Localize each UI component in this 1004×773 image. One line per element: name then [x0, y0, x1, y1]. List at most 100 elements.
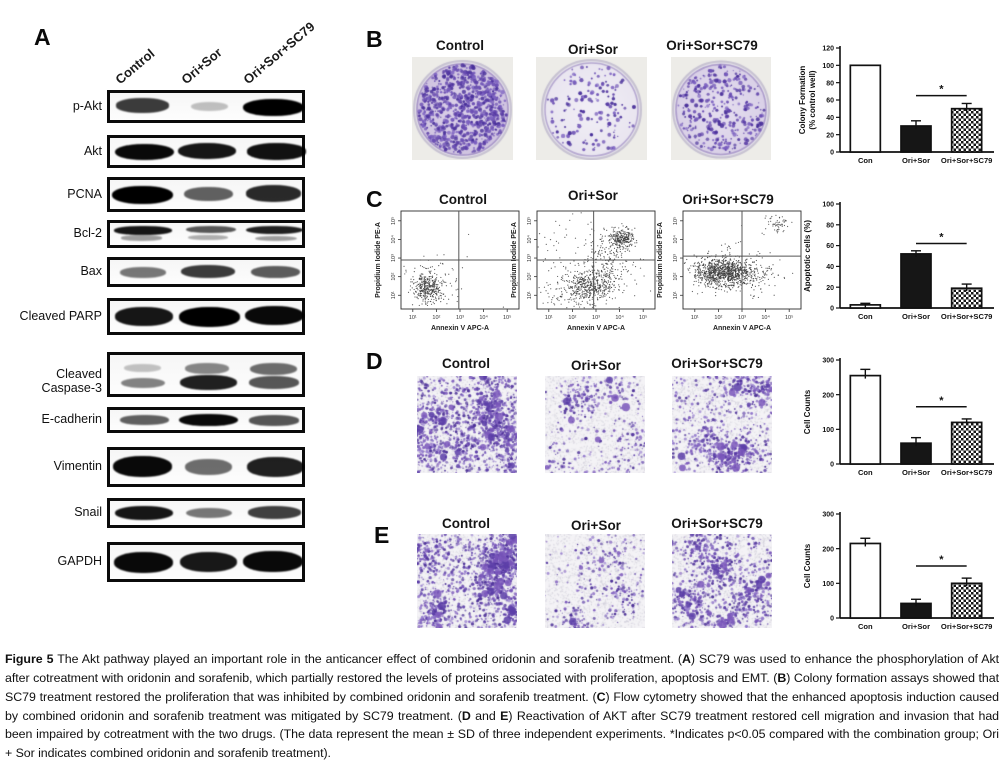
blot-band-box	[107, 177, 305, 212]
blot-band	[247, 457, 304, 478]
flow-y-axis-label: Propidium Iodide PE-A	[511, 222, 518, 298]
x-category-label: Con	[858, 622, 873, 631]
invasion-header-control: Control	[442, 516, 490, 531]
flow-y-tick: 10⁴	[390, 235, 397, 244]
y-tick-label: 300	[822, 512, 834, 519]
blot-band-box	[107, 542, 305, 582]
panel-d-label: D	[366, 348, 383, 374]
blot-band	[188, 234, 228, 240]
blot-band	[245, 225, 303, 234]
flow-x-tick: 10¹	[409, 315, 417, 321]
panel-b-label: B	[366, 26, 383, 52]
x-category-label: Ori+Sor	[902, 156, 930, 165]
flow-scatter-svg: 10¹ 10² 10³ 10⁴ 10⁵ 10¹ 10² 10³ 10⁴ 10⁵ Annexin V …	[511, 210, 656, 332]
y-tick-label: 100	[822, 63, 834, 70]
blot-band	[120, 235, 163, 241]
y-tick-label: 0	[830, 150, 834, 157]
blot-band	[114, 306, 173, 326]
flow-x-tick: 10²	[432, 315, 440, 321]
blot-row-label: Bax	[80, 264, 102, 278]
x-category-label: Ori+Sor+SC79	[941, 156, 993, 165]
blot-lane-header: Control	[112, 45, 158, 87]
x-category-label: Ori+Sor+SC79	[941, 622, 993, 631]
flow-x-tick: 10²	[714, 315, 722, 321]
invasion-header-orisor: Ori+Sor	[571, 518, 621, 533]
y-tick-label: 200	[822, 392, 834, 399]
blot-band	[249, 362, 298, 375]
blot-band-box	[107, 90, 305, 123]
y-tick-label: 40	[826, 264, 834, 271]
caption-text-segment: ) Reactivation of AKT after SC79 treatme…	[5, 708, 999, 761]
flow-y-tick: 10⁵	[526, 217, 533, 225]
blot-band-box	[107, 407, 305, 433]
flow-x-axis-label: Annexin V APC-A	[713, 325, 771, 332]
blot-lane-header: Ori+Sor	[178, 44, 225, 87]
flow-y-tick: 10³	[527, 254, 533, 262]
flow-x-tick: 10⁴	[761, 314, 770, 321]
blot-row-label: Cleaved Caspase-3	[41, 366, 102, 395]
y-tick-label: 40	[826, 115, 834, 122]
y-tick-label: 20	[826, 285, 834, 292]
bar-Con	[849, 64, 882, 153]
caption-bold-segment: C	[596, 689, 606, 704]
y-axis-label: (% control well)	[808, 70, 817, 129]
blot-band	[113, 551, 174, 573]
y-tick-label: 20	[826, 132, 834, 139]
panel-e-label: E	[374, 522, 390, 548]
caption-bold-segment: Figure 5	[5, 652, 54, 666]
x-category-label: Ori+Sor	[902, 312, 930, 321]
blot-band	[255, 235, 298, 242]
figure-caption: Figure 5 The Akt pathway played an impor…	[5, 650, 999, 763]
flow-x-tick: 10⁴	[615, 314, 624, 321]
caption-text-segment: The Akt pathway played an important role…	[53, 652, 682, 666]
colony-dish-image-orisorsc79	[671, 57, 771, 160]
blot-row-label: PCNA	[67, 186, 102, 201]
caption-bold-segment: D	[461, 708, 471, 723]
bar-chart-svg: 0 20 40 60 80 100 120 Colony Formation (% contro…	[798, 46, 994, 165]
flow-x-tick: 10¹	[545, 315, 553, 321]
flow-x-tick: 10³	[456, 315, 464, 321]
caption-bold-segment: B	[777, 670, 787, 685]
flow-y-tick: 10⁴	[672, 235, 679, 244]
migration-image-orisor	[545, 376, 645, 473]
flow-x-axis-label: Annexin V APC-A	[431, 325, 489, 332]
y-tick-label: 60	[826, 243, 834, 250]
y-axis-label: Colony Formation	[798, 66, 807, 135]
migration-header-orisor: Ori+Sor	[571, 358, 621, 373]
blot-band	[248, 376, 300, 389]
invasion-cell-counts-bar-chart: 0 100 200 300 Cell Counts Con Ori+Sor Ori+Sor+S…	[796, 502, 1001, 655]
y-axis-label: Cell Counts	[803, 389, 812, 434]
flow-cytometry-plot-orisorsc79: 10¹ 10² 10³ 10⁴ 10⁵ 10¹ 10² 10³ 10⁴ 10⁵ Annexin V …	[653, 205, 808, 345]
blot-band	[178, 142, 237, 160]
blot-row-label: E-cadherin	[41, 412, 102, 426]
flow-scatter-svg: 10¹ 10² 10³ 10⁴ 10⁵ 10¹ 10² 10³ 10⁴ 10⁵ Annexin V …	[657, 210, 802, 332]
x-category-label: Ori+Sor+SC79	[941, 468, 993, 477]
y-tick-label: 120	[822, 46, 834, 53]
blot-band	[119, 414, 169, 425]
flow-header-orisor: Ori+Sor	[568, 188, 618, 203]
blot-band	[115, 98, 170, 113]
flow-y-tick: 10²	[527, 273, 533, 281]
blot-band-box	[107, 298, 305, 335]
caption-text-segment: and	[470, 708, 501, 723]
flow-y-tick: 10⁵	[672, 217, 679, 225]
blot-band-box	[107, 220, 305, 248]
flow-y-tick: 10¹	[527, 291, 533, 299]
blot-band	[243, 550, 304, 572]
panel-c-label: C	[366, 186, 383, 212]
flow-y-tick: 10²	[391, 273, 397, 281]
bar-Con	[849, 374, 882, 465]
blot-row-label: Cleaved PARP	[19, 308, 102, 323]
colony-header-control: Control	[436, 38, 484, 53]
blot-band-box	[107, 447, 305, 487]
y-axis-label: Apoptotic cells (%)	[803, 220, 812, 292]
blot-band	[112, 456, 173, 478]
flow-y-tick: 10³	[391, 254, 397, 262]
flow-y-axis-label: Propidium Iodide PE-A	[657, 222, 664, 298]
blot-row-label: Snail	[74, 505, 102, 519]
x-category-label: Ori+Sor	[902, 622, 930, 631]
blot-band	[112, 185, 174, 205]
bar-Ori+Sor+SC79	[950, 107, 983, 153]
flow-y-tick: 10¹	[673, 291, 679, 299]
blot-row-label: p-Akt	[72, 98, 102, 113]
